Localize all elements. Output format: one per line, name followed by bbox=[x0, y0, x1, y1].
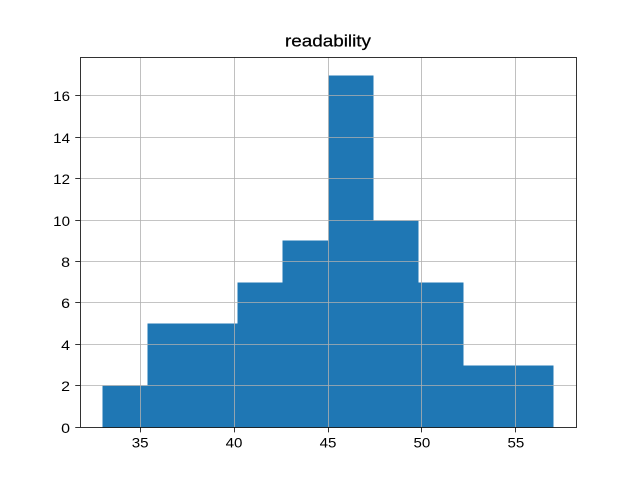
svg-text:16: 16 bbox=[53, 88, 70, 104]
svg-text:14: 14 bbox=[53, 130, 70, 146]
svg-text:0: 0 bbox=[61, 420, 70, 436]
svg-text:35: 35 bbox=[132, 435, 149, 451]
svg-text:45: 45 bbox=[320, 435, 337, 451]
svg-text:12: 12 bbox=[53, 171, 70, 187]
svg-text:40: 40 bbox=[226, 435, 243, 451]
svg-text:readability: readability bbox=[285, 32, 372, 51]
svg-text:50: 50 bbox=[414, 435, 431, 451]
svg-text:4: 4 bbox=[61, 337, 70, 353]
svg-text:6: 6 bbox=[61, 295, 70, 311]
svg-text:2: 2 bbox=[61, 378, 70, 394]
svg-text:55: 55 bbox=[507, 435, 524, 451]
svg-text:10: 10 bbox=[53, 213, 70, 229]
svg-text:8: 8 bbox=[61, 254, 70, 270]
